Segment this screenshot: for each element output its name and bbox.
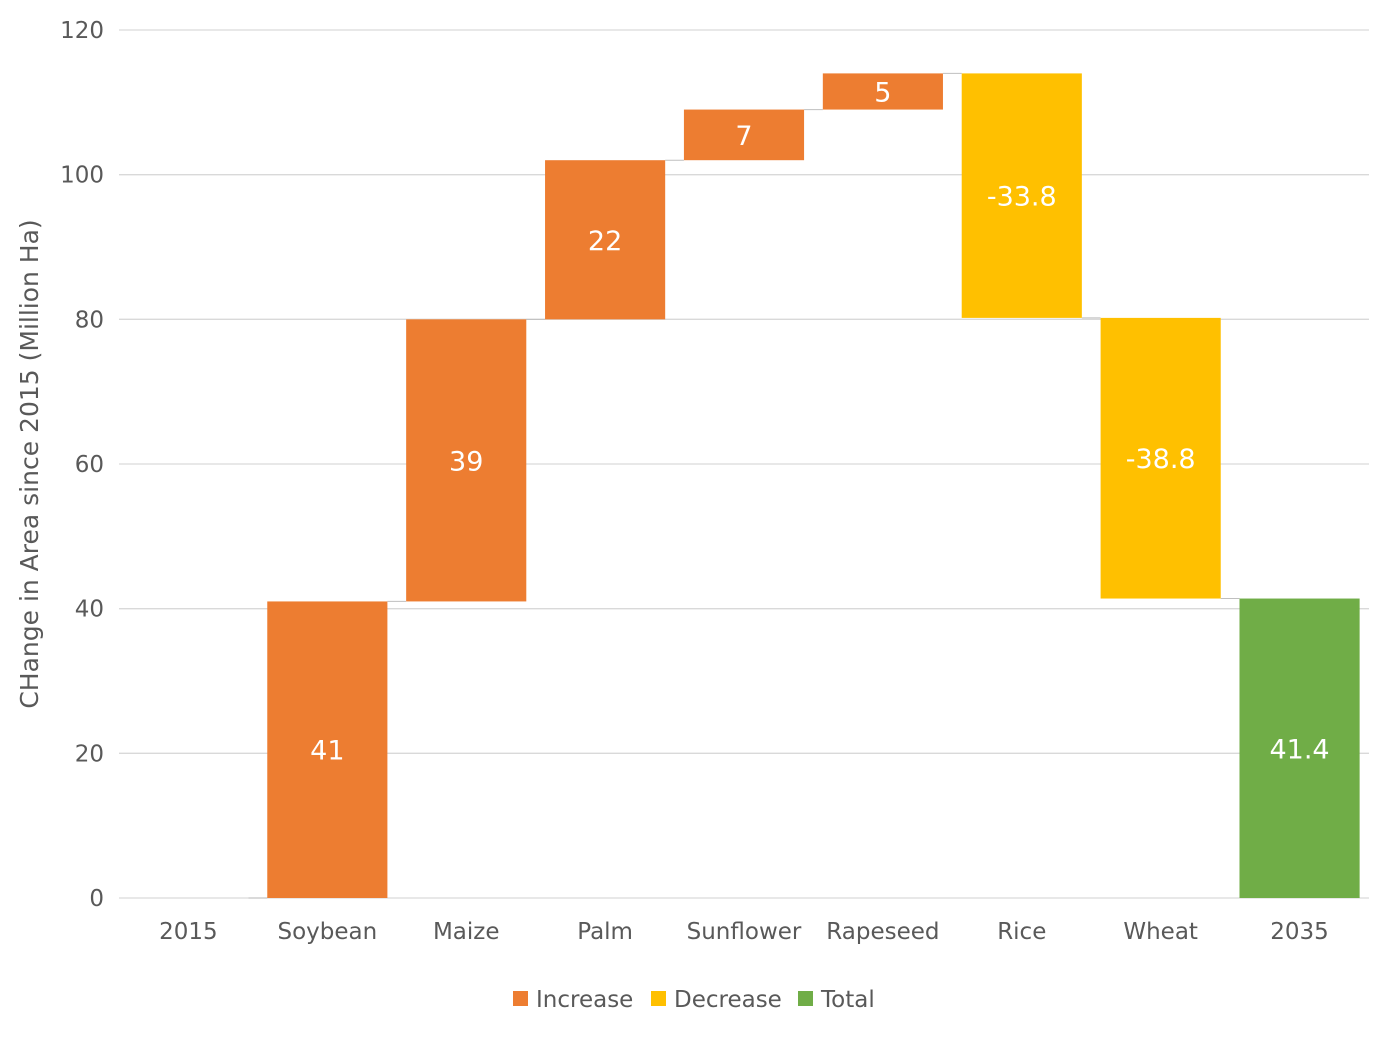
y-tick-label: 100 bbox=[60, 163, 104, 189]
bar-rice bbox=[961, 73, 1082, 318]
y-tick-label: 60 bbox=[75, 452, 104, 478]
data-label: -38.8 bbox=[1126, 444, 1196, 475]
data-label: 22 bbox=[588, 226, 622, 257]
x-category-label: 2035 bbox=[1270, 919, 1329, 945]
y-tick-label: 80 bbox=[75, 307, 104, 333]
y-axis-ticks: 0 20 40 60 80 100 120 bbox=[60, 18, 104, 912]
bar-palm bbox=[545, 160, 666, 320]
legend-label-total: Total bbox=[820, 987, 875, 1013]
legend: Increase Decrease Total bbox=[513, 987, 875, 1013]
bar-2035 bbox=[1239, 598, 1360, 898]
bars bbox=[267, 73, 1360, 898]
y-tick-label: 40 bbox=[75, 597, 104, 623]
y-axis-title: CHange in Area since 2015 (Million Ha) bbox=[15, 219, 44, 708]
bar-maize bbox=[406, 319, 527, 602]
x-category-label: Rapeseed bbox=[826, 919, 939, 945]
x-category-label: Rice bbox=[997, 919, 1046, 945]
legend-swatch-total bbox=[798, 991, 813, 1006]
y-tick-label: 20 bbox=[75, 741, 104, 767]
bar-wheat bbox=[1100, 317, 1221, 599]
x-category-label: Maize bbox=[433, 919, 500, 945]
bar-rapeseed bbox=[822, 73, 943, 110]
y-tick-label: 120 bbox=[60, 18, 104, 44]
connector-lines bbox=[248, 72, 1240, 899]
x-category-label: Wheat bbox=[1123, 919, 1198, 945]
bar-soybean bbox=[267, 601, 388, 898]
legend-swatch-decrease bbox=[651, 991, 666, 1006]
x-category-label: Sunflower bbox=[687, 919, 802, 945]
data-label: 5 bbox=[874, 77, 891, 108]
bar-sunflower bbox=[683, 109, 805, 161]
legend-label-increase: Increase bbox=[536, 987, 633, 1013]
data-label: 41 bbox=[310, 736, 344, 767]
legend-label-decrease: Decrease bbox=[674, 987, 782, 1013]
data-label: 41.4 bbox=[1269, 734, 1329, 765]
y-tick-label: 0 bbox=[89, 886, 104, 912]
data-labels: 41 39 22 7 5 -33.8 -38.8 41.4 bbox=[310, 77, 1329, 766]
x-category-label: Palm bbox=[577, 919, 633, 945]
legend-swatch-increase bbox=[513, 991, 528, 1006]
data-label: 39 bbox=[449, 446, 483, 477]
x-category-label: Soybean bbox=[277, 919, 377, 945]
data-label: 7 bbox=[735, 121, 752, 152]
x-axis-categories: 2015 Soybean Maize Palm Sunflower Rapeseed Ric… bbox=[159, 919, 1329, 945]
x-category-label: 2015 bbox=[159, 919, 218, 945]
data-label: -33.8 bbox=[987, 182, 1057, 213]
